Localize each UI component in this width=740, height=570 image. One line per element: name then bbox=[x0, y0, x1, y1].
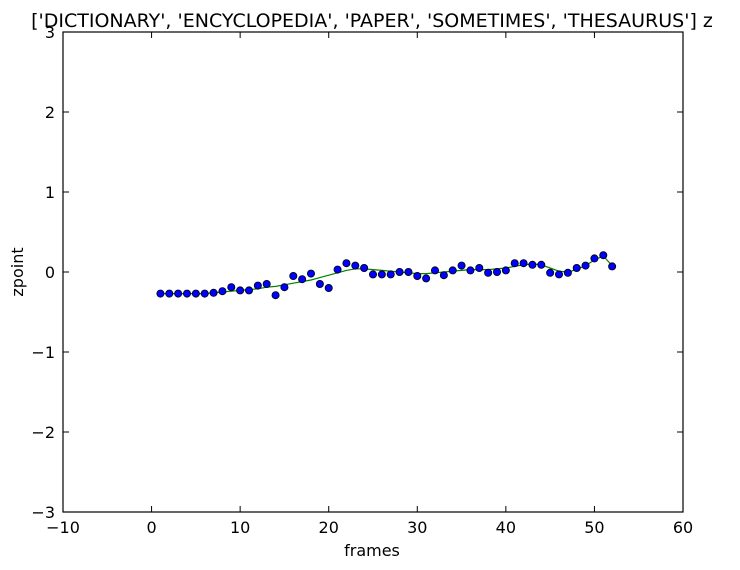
data-point bbox=[492, 267, 501, 276]
data-point bbox=[555, 270, 564, 279]
x-tick-label: 40 bbox=[496, 518, 516, 537]
data-point bbox=[244, 286, 253, 295]
data-point bbox=[448, 266, 457, 275]
data-point bbox=[537, 260, 546, 269]
data-point bbox=[599, 251, 608, 260]
data-point bbox=[430, 266, 439, 275]
data-point bbox=[404, 267, 413, 276]
data-point bbox=[457, 261, 466, 270]
series-line bbox=[160, 255, 613, 295]
data-point bbox=[182, 289, 191, 298]
y-tick-label: 2 bbox=[45, 103, 55, 122]
data-point bbox=[484, 268, 493, 277]
y-tick-label: 1 bbox=[45, 183, 55, 202]
data-point bbox=[590, 254, 599, 263]
data-point bbox=[209, 288, 218, 297]
data-point bbox=[333, 265, 342, 274]
data-point bbox=[324, 283, 333, 292]
x-tick-label: 50 bbox=[584, 518, 604, 537]
data-point bbox=[271, 291, 280, 300]
x-tick-label: 10 bbox=[230, 518, 250, 537]
data-point bbox=[351, 261, 360, 270]
data-point bbox=[289, 271, 298, 280]
y-axis-label: zpoint bbox=[8, 247, 27, 296]
data-point bbox=[572, 263, 581, 272]
data-point bbox=[218, 287, 227, 296]
plot-area bbox=[156, 251, 617, 300]
y-tick-label: −3 bbox=[31, 503, 55, 522]
data-point bbox=[475, 263, 484, 272]
data-point bbox=[342, 259, 351, 268]
data-point bbox=[315, 279, 324, 288]
data-point bbox=[360, 263, 369, 272]
data-point bbox=[165, 289, 174, 298]
data-point bbox=[191, 289, 200, 298]
data-point bbox=[608, 262, 617, 271]
data-point bbox=[510, 259, 519, 268]
data-point bbox=[546, 268, 555, 277]
data-point bbox=[563, 268, 572, 277]
y-tick-label: −1 bbox=[31, 343, 55, 362]
data-point bbox=[306, 269, 315, 278]
data-point bbox=[386, 270, 395, 279]
x-tick-label: 20 bbox=[319, 518, 339, 537]
data-point bbox=[253, 281, 262, 290]
chart-title: ['DICTIONARY', 'ENCYCLOPEDIA', 'PAPER', … bbox=[31, 10, 713, 32]
x-tick-label: 0 bbox=[146, 518, 156, 537]
data-point bbox=[422, 274, 431, 283]
x-tick-label: 30 bbox=[407, 518, 427, 537]
data-point bbox=[262, 279, 271, 288]
data-point bbox=[227, 283, 236, 292]
y-tick-label: 0 bbox=[45, 263, 55, 282]
data-point bbox=[439, 271, 448, 280]
data-point bbox=[368, 270, 377, 279]
data-point bbox=[377, 270, 386, 279]
data-point bbox=[519, 259, 528, 268]
data-point bbox=[236, 286, 245, 295]
data-point bbox=[200, 289, 209, 298]
data-point bbox=[501, 266, 510, 275]
data-point bbox=[413, 271, 422, 280]
data-point bbox=[156, 289, 165, 298]
data-point bbox=[395, 267, 404, 276]
data-point bbox=[174, 289, 183, 298]
data-point bbox=[581, 261, 590, 270]
x-axis-label: frames bbox=[344, 541, 400, 560]
data-point bbox=[298, 275, 307, 284]
x-tick-label: 60 bbox=[673, 518, 693, 537]
data-point bbox=[528, 260, 537, 269]
y-tick-label: 3 bbox=[45, 23, 55, 42]
y-tick-label: −2 bbox=[31, 423, 55, 442]
data-point bbox=[466, 266, 475, 275]
data-point bbox=[280, 283, 289, 292]
x-tick-label: −10 bbox=[46, 518, 80, 537]
